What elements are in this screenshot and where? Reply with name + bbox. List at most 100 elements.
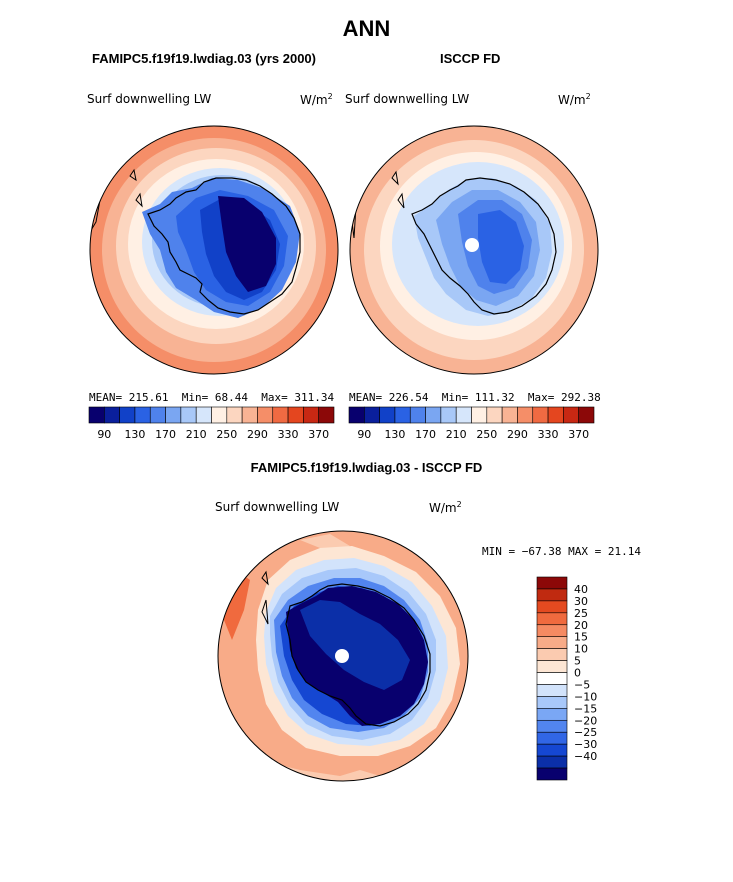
panel1-heading: FAMIPC5.f19f19.lwdiag.03 (yrs 2000) [92, 51, 316, 66]
colorbar-obs-swatch [348, 406, 365, 424]
panel1-stats: MEAN= 215.61 Min= 68.44 Max= 311.34 [89, 391, 334, 404]
colorbar-difference-tick-label: 15 [574, 631, 588, 644]
colorbar-difference-swatch [536, 672, 568, 685]
colorbar-model-swatch [257, 406, 274, 424]
colorbar-difference-tick-label: 5 [574, 655, 581, 668]
colorbar-difference-swatch [536, 708, 568, 721]
panel1-mean-label: MEAN= [89, 391, 123, 404]
obs-antarctica-coastline [411, 177, 557, 315]
obs-band-130 [478, 210, 524, 284]
colorbar-obs-tick-label: 290 [507, 428, 528, 441]
colorbar-difference-tick-label: 40 [574, 583, 588, 596]
colorbar-model-swatch [180, 406, 197, 424]
colorbar-model-swatch [272, 406, 289, 424]
colorbar-obs-tick-label: 250 [476, 428, 497, 441]
colorbar-model-tick-label: 330 [278, 428, 299, 441]
panel2-units-text: W/m [558, 93, 586, 107]
colorbar-difference-swatch [536, 588, 568, 602]
colorbar-model-swatch [211, 406, 228, 424]
colorbar-difference-swatch [536, 767, 568, 781]
panel2-units: W/m2 [558, 92, 591, 107]
colorbar-obs-tick-label: 90 [357, 428, 371, 441]
colorbar-difference-swatch [536, 743, 568, 757]
colorbar-model-tick-label: 170 [155, 428, 176, 441]
colorbar-difference-swatch [536, 648, 568, 661]
panel2-field-label: Surf downwelling LW [345, 92, 470, 106]
panel1-max-value: 311.34 [294, 391, 335, 404]
colorbar-model-tick-label: 130 [124, 428, 145, 441]
colorbar-obs-tick-label: 330 [538, 428, 559, 441]
colorbar-model-tick-label: 290 [247, 428, 268, 441]
colorbar-difference-tick-label: 20 [574, 619, 588, 632]
colorbar-difference-tick-label: −15 [574, 702, 597, 715]
colorbar-model-swatch [165, 406, 182, 424]
colorbar-obs-swatch [501, 406, 518, 424]
colorbar-model-swatch [226, 406, 243, 424]
panel1-field-label: Surf downwelling LW [87, 92, 212, 106]
colorbar-difference-tick-label: −30 [574, 738, 597, 751]
colorbar-difference-tick-label: −5 [574, 678, 590, 691]
colorbar-model-swatch [119, 406, 136, 424]
colorbar-model-swatch [318, 406, 335, 424]
panel3-field-label: Surf downwelling LW [215, 500, 340, 514]
map-observed-climatology [349, 125, 599, 375]
colorbar-obs-swatch [394, 406, 411, 424]
diff-antarctica-coastline [285, 583, 431, 727]
panel1-units-text: W/m [300, 93, 328, 107]
colorbar-obs-tick-label: 370 [568, 428, 589, 441]
colorbar-model-tick-label: 210 [186, 428, 207, 441]
panel3-heading: FAMIPC5.f19f19.lwdiag.03 - ISCCP FD [250, 460, 483, 475]
colorbar-obs-swatch [532, 406, 549, 424]
colorbar-obs-swatch [455, 406, 472, 424]
model-band-90 [218, 196, 276, 292]
colorbar-obs-swatch [409, 406, 426, 424]
colorbar-difference-swatch [536, 731, 568, 745]
colorbar-difference-tick-label: −40 [574, 750, 597, 763]
colorbar-difference-tick-label: −25 [574, 726, 597, 739]
colorbar-model-swatch [241, 406, 258, 424]
diff-band-neg30 [300, 600, 410, 690]
panel2-units-sup: 2 [585, 92, 591, 101]
panel1-max-label: Max= [261, 391, 288, 404]
obs-pole-missing-dot [465, 238, 479, 252]
colorbar-model-swatch [88, 406, 105, 424]
colorbar-obs-tick-label: 170 [415, 428, 436, 441]
panel3-units-text: W/m [429, 501, 457, 515]
panel1-min-value: 68.44 [214, 391, 248, 404]
colorbar-model-swatch [149, 406, 166, 424]
colorbar-model-swatch [287, 406, 304, 424]
obs-map-border [349, 125, 599, 375]
colorbar-model-swatch [195, 406, 212, 424]
panel2-min-value: 111.32 [474, 391, 515, 404]
colorbar-obs-swatch [578, 406, 595, 424]
colorbar-obs-swatch [471, 406, 488, 424]
colorbar-difference-swatch [536, 684, 568, 697]
colorbar-difference-swatch [536, 755, 568, 769]
panel3-minmax: MIN = −67.38 MAX = 21.14 [482, 545, 641, 558]
colorbar-obs: 90 130 170 210 250 290 330 370 [348, 406, 595, 441]
colorbar-model-tick-label: 370 [308, 428, 329, 441]
colorbar-difference-tick-label: 30 [574, 595, 588, 608]
panel3-units-sup: 2 [456, 500, 462, 509]
colorbar-difference-swatch [536, 660, 568, 673]
colorbar-model: 90 130 170 210 250 290 330 370 [88, 406, 335, 441]
panel2-mean-value: 226.54 [388, 391, 429, 404]
colorbar-obs-swatch [379, 406, 396, 424]
panel2-heading: ISCCP FD [440, 51, 501, 66]
colorbar-model-swatch [134, 406, 151, 424]
colorbar-difference-tick-label: −10 [574, 690, 597, 703]
panel1-min-label: Min= [181, 391, 209, 404]
panel2-stats: MEAN= 226.54 Min= 111.32 Max= 292.38 [349, 391, 601, 404]
colorbar-obs-swatch [425, 406, 442, 424]
colorbar-obs-swatch [440, 406, 457, 424]
colorbar-obs-tick-label: 210 [446, 428, 467, 441]
map-model-climatology [89, 125, 339, 375]
panel2-max-label: Max= [527, 391, 555, 404]
colorbar-obs-swatch [364, 406, 380, 424]
map-difference [217, 530, 469, 782]
colorbar-obs-swatch [563, 406, 579, 424]
panel1-units: W/m2 [300, 92, 333, 107]
diff-map-border [217, 530, 469, 782]
